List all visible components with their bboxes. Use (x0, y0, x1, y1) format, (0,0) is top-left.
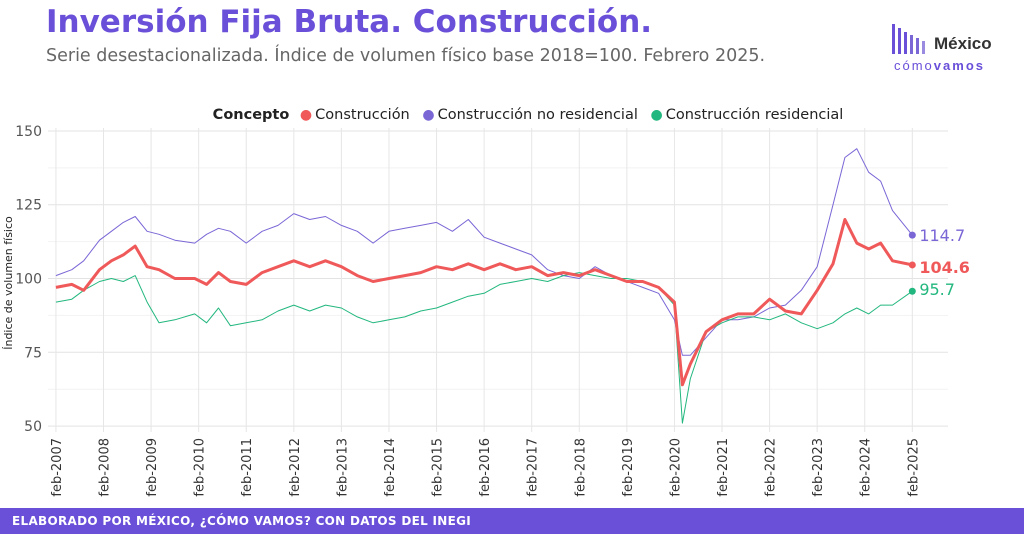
logo-word-como: cómo (894, 58, 934, 73)
end-labels: 114.7 95.7 104.6 (908, 226, 970, 299)
footer-source: ELABORADO POR MÉXICO, ¿CÓMO VAMOS? CON D… (12, 514, 472, 528)
x-tick-label: feb-2012 (288, 438, 303, 497)
series-line-0 (55, 218, 913, 387)
x-tick-label: feb-2009 (145, 438, 160, 497)
logo-word-como-vamos: cómovamos (894, 58, 985, 73)
series-end-point (908, 287, 916, 295)
y-tick-label: 100 (15, 272, 42, 288)
y-tick-label: 150 (15, 124, 42, 140)
legend-item-no-residencial: ● Construcción no residencial (422, 107, 638, 123)
legend-label: Construcción (315, 107, 410, 123)
grid-lines (48, 128, 948, 432)
series-lines (55, 148, 913, 424)
x-tick-label: feb-2017 (526, 438, 541, 497)
series-end-label: 114.7 (919, 226, 965, 245)
x-tick-label: feb-2015 (431, 438, 446, 497)
x-tick-label: feb-2021 (716, 438, 731, 497)
x-tick-label: feb-2014 (383, 438, 398, 497)
chart-title: Inversión Fija Bruta. Construcción. (46, 4, 653, 40)
x-tick-label: feb-2010 (193, 438, 208, 497)
legend-item-residencial: ● Construcción residencial (650, 107, 843, 123)
legend-label: Construcción no residencial (437, 107, 638, 123)
y-tick-label: 75 (24, 345, 42, 361)
y-tick-label: 125 (15, 198, 42, 214)
x-tick-label: feb-2018 (573, 438, 588, 497)
x-tick-label: feb-2020 (668, 438, 683, 497)
x-tick-label: feb-2022 (764, 438, 779, 497)
x-tick-label: feb-2011 (240, 438, 255, 497)
x-tick-label: feb-2008 (98, 438, 113, 497)
logo-bars-icon (892, 24, 925, 54)
series-end-point (908, 231, 916, 239)
x-tick-label: feb-2024 (859, 438, 874, 497)
y-axis: 50 75 100 125 150 (15, 124, 42, 435)
logo-word-mexico: México (934, 34, 992, 53)
series-line-2 (55, 272, 913, 424)
legend-title: Concepto (212, 107, 290, 123)
series-end-point (908, 261, 916, 269)
legend-item-construccion: ● Construcción (300, 107, 410, 123)
legend-dot-icon: ● (422, 107, 435, 123)
legend-dot-icon: ● (650, 107, 663, 123)
logo-word-vamos: vamos (933, 58, 985, 73)
chart-subtitle: Serie desestacionalizada. Índice de volu… (46, 46, 766, 66)
y-tick-label: 50 (24, 419, 42, 435)
x-tick-label: feb-2007 (50, 438, 65, 497)
x-axis: feb-2007 feb-2008 feb-2009 feb-2010 feb-2011… (50, 438, 921, 497)
x-tick-label: feb-2023 (811, 438, 826, 497)
footer-bar: ELABORADO POR MÉXICO, ¿CÓMO VAMOS? CON D… (0, 508, 1024, 534)
mexico-como-vamos-logo: México cómovamos (890, 20, 1010, 76)
chart-legend: Concepto ● Construcción ● Construcción no … (0, 107, 1024, 123)
x-tick-label: feb-2013 (335, 438, 350, 497)
series-line-1 (55, 148, 913, 356)
x-tick-label: feb-2016 (478, 438, 493, 497)
x-tick-label: feb-2025 (906, 438, 921, 497)
x-tick-label: feb-2019 (621, 438, 636, 497)
legend-dot-icon: ● (299, 107, 313, 123)
series-end-label: 95.7 (919, 280, 955, 299)
series-end-label: 104.6 (919, 258, 970, 277)
y-axis-label: Índice de volumen físico (2, 216, 15, 350)
legend-label: Construcción residencial (665, 107, 844, 123)
